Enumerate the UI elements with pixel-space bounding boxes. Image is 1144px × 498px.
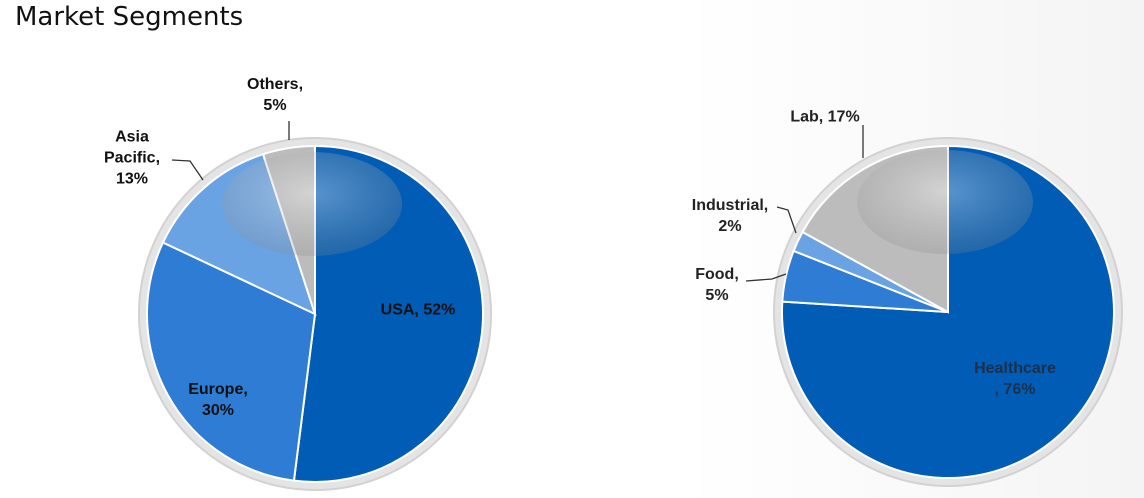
pie-slice — [146, 241, 317, 482]
data-label: Food, 5% — [695, 266, 739, 304]
data-label: Asia Pacific, 13% — [103, 128, 161, 188]
highlight — [857, 150, 1033, 254]
slices — [146, 144, 1115, 483]
highlight — [222, 152, 402, 256]
pie-slice — [781, 144, 1115, 479]
data-label: Europe, 30% — [188, 381, 248, 419]
slide-title: Market Segments — [15, 2, 244, 32]
data-label: Healthcare , 76% — [974, 360, 1056, 398]
leader-line — [745, 273, 787, 282]
data-label: Lab, 17% — [790, 108, 860, 126]
leader-line — [776, 206, 797, 234]
data-label: Industrial, 2% — [691, 197, 769, 235]
data-label: USA, 52% — [380, 301, 456, 319]
data-label: Others, 5% — [246, 76, 304, 114]
leader-line — [171, 159, 204, 181]
